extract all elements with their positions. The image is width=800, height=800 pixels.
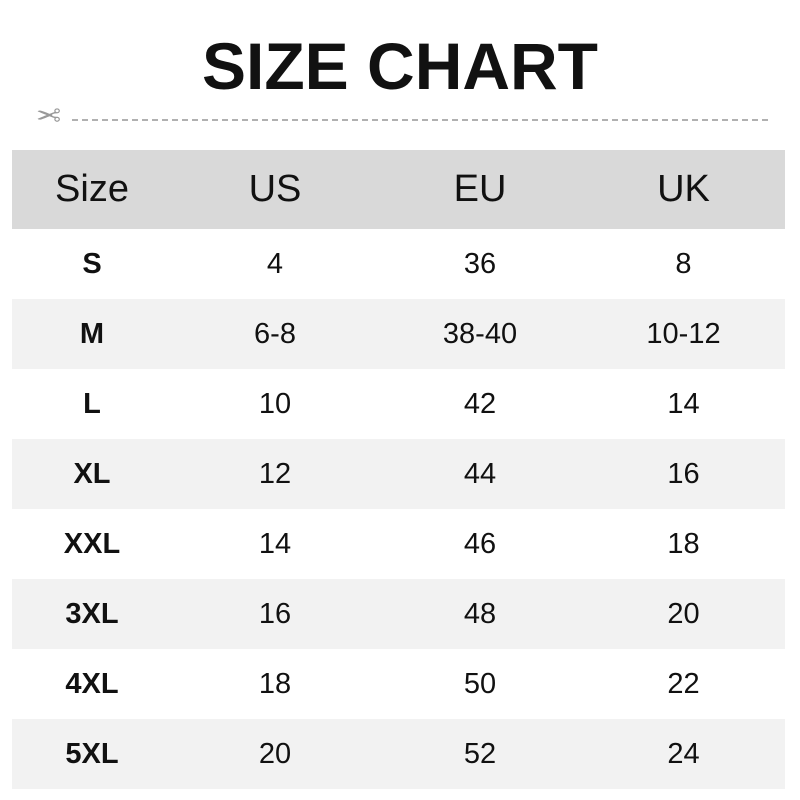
table-row: XXL 14 46 18 xyxy=(12,509,785,579)
cell-us: 20 xyxy=(258,737,292,770)
cell-eu: 52 xyxy=(463,737,497,770)
cell-us: 18 xyxy=(258,667,292,700)
cell-size: S xyxy=(82,247,102,280)
dashed-divider xyxy=(72,119,768,121)
cell-size: L xyxy=(83,387,101,420)
table-row: L 10 42 14 xyxy=(12,369,785,439)
cell-us: 10 xyxy=(258,387,292,420)
table-row: 5XL 20 52 24 xyxy=(12,719,785,789)
cell-uk: 22 xyxy=(667,667,700,700)
cell-us: 14 xyxy=(258,527,292,560)
table-header-row: Size US EU UK xyxy=(12,150,785,229)
scissors-icon: ✂ xyxy=(36,100,62,133)
page-title: SIZE CHART xyxy=(202,29,598,103)
cell-us: 4 xyxy=(266,247,284,280)
table-row: 4XL 18 50 22 xyxy=(12,649,785,719)
cell-eu: 44 xyxy=(463,457,497,490)
cell-uk: 16 xyxy=(667,457,700,490)
cell-uk: 24 xyxy=(667,737,700,770)
header-eu: EU xyxy=(453,168,507,210)
cell-size: M xyxy=(79,317,105,350)
cell-us: 16 xyxy=(258,597,292,630)
cell-size: 4XL xyxy=(65,667,119,700)
cell-uk: 10-12 xyxy=(646,317,721,350)
header-size: Size xyxy=(55,168,129,210)
header-uk: UK xyxy=(657,168,710,210)
cell-size: 5XL xyxy=(65,737,119,770)
cell-eu: 46 xyxy=(463,527,497,560)
table-row: XL 12 44 16 xyxy=(12,439,785,509)
cell-size: XL xyxy=(73,457,111,490)
cell-eu: 48 xyxy=(463,597,497,630)
cut-line: ✂ xyxy=(36,100,768,133)
cell-eu: 36 xyxy=(463,247,497,280)
cell-uk: 8 xyxy=(675,247,692,280)
cell-uk: 20 xyxy=(667,597,700,630)
cell-uk: 18 xyxy=(667,527,700,560)
cell-size: 3XL xyxy=(65,597,119,630)
cell-eu: 50 xyxy=(463,667,497,700)
header-us: US xyxy=(248,168,302,210)
table-row: 3XL 16 48 20 xyxy=(12,579,785,649)
cell-uk: 14 xyxy=(667,387,700,420)
cell-us: 12 xyxy=(258,457,292,490)
cell-eu: 42 xyxy=(463,387,497,420)
table-row: S 4 36 8 xyxy=(12,229,785,299)
cell-us: 6-8 xyxy=(254,317,296,350)
table-row: M 6-8 38-40 10-12 xyxy=(12,299,785,369)
size-table: Size US EU UK S 4 36 8 M 6-8 38-40 10-12 L 10 42 14… xyxy=(12,150,785,789)
cell-size: XXL xyxy=(63,527,121,560)
cell-eu: 38-40 xyxy=(442,317,518,350)
